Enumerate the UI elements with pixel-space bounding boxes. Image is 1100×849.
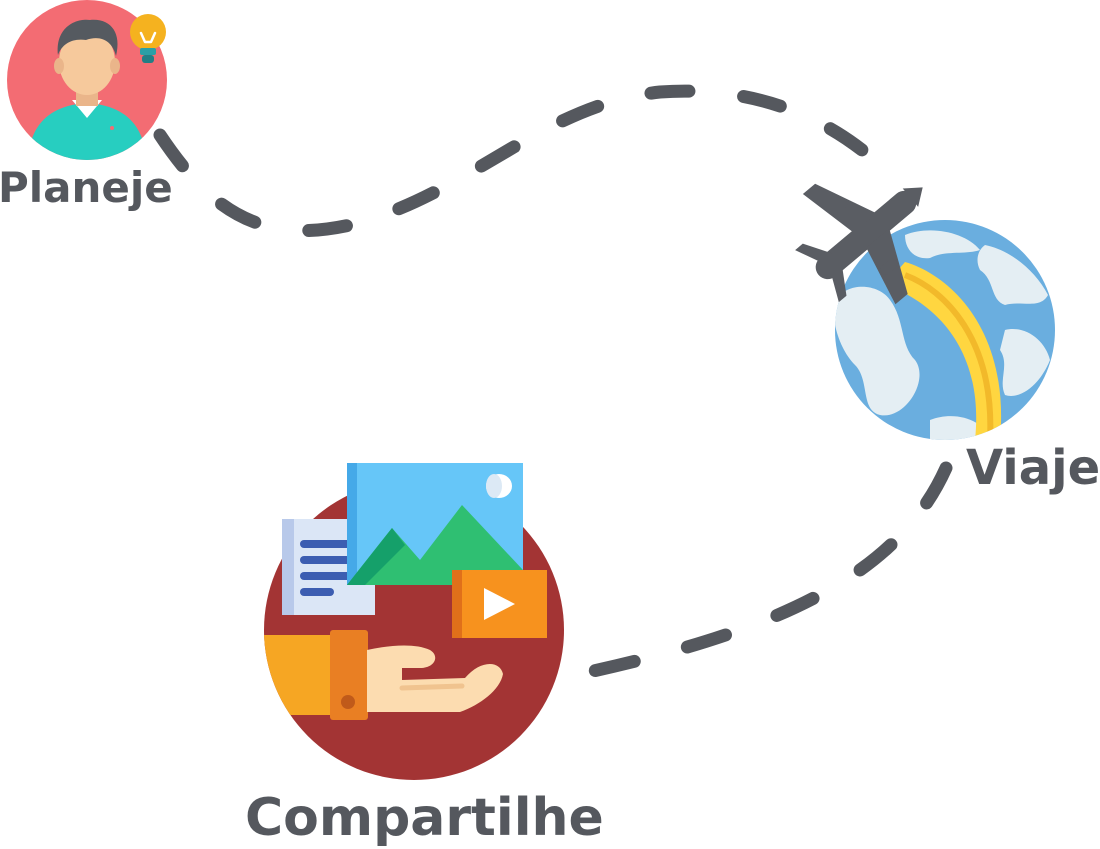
hand-icon xyxy=(367,645,503,712)
label-share: Compartilhe xyxy=(245,788,604,848)
label-plan: Planeje xyxy=(0,163,173,212)
person-with-lightbulb-icon xyxy=(7,0,167,160)
hand-with-media-icon xyxy=(264,463,564,780)
label-travel: Viaje xyxy=(966,440,1100,496)
path-plan-to-travel xyxy=(153,84,907,238)
lightbulb-icon xyxy=(130,14,166,63)
globe-with-airplane-icon xyxy=(795,183,1055,440)
photo-icon xyxy=(347,463,523,585)
video-play-icon xyxy=(452,570,547,638)
airplane-icon xyxy=(795,183,923,305)
path-travel-to-share xyxy=(563,461,953,683)
